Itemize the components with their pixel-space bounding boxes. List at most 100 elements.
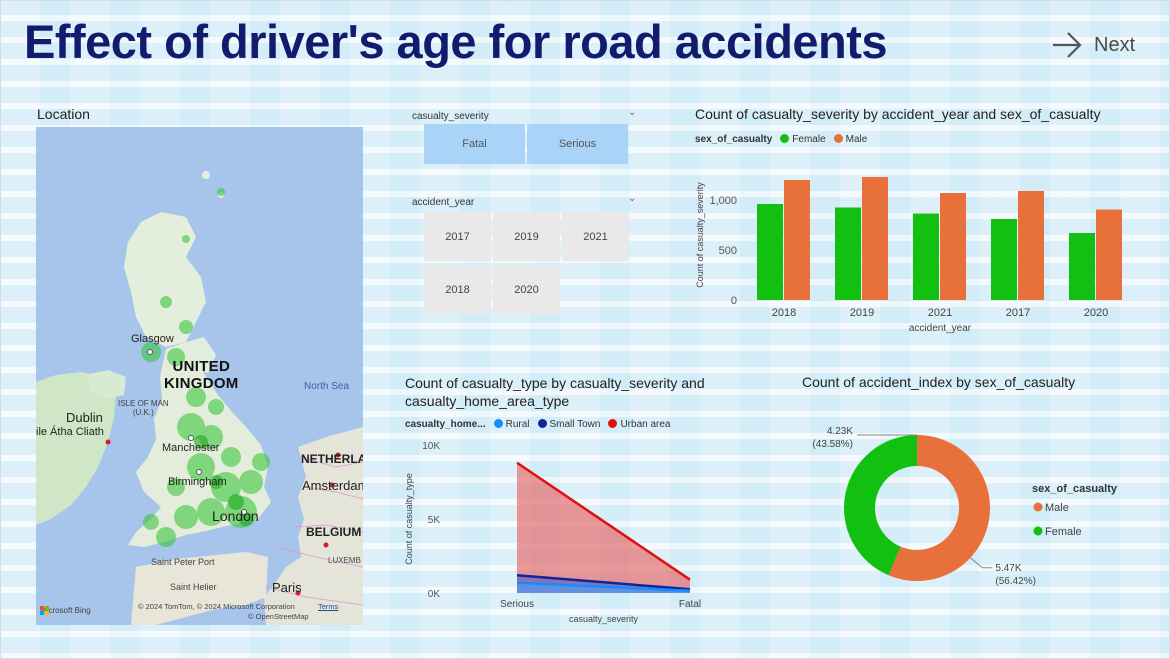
- slicer-year-header: accident_year: [412, 197, 475, 208]
- microsoft-logo-icon: [40, 606, 49, 615]
- donut-slice-female[interactable]: [843, 435, 917, 576]
- line-rural[interactable]: [516, 581, 691, 593]
- map-label-isle-of-man-line1: ISLE OF MAN: [118, 399, 169, 408]
- bar-legend-female-label: Female: [792, 134, 826, 145]
- area-legend-small-town-label: Small Town: [549, 419, 601, 430]
- bar-female-2019[interactable]: [835, 207, 861, 301]
- map-copyright: © 2024 TomTom, © 2024 Microsoft Corporat…: [138, 602, 295, 611]
- chevron-down-icon[interactable]: ⌄: [628, 193, 637, 204]
- area-urban-area[interactable]: [517, 462, 690, 593]
- x-tick-label: 2018: [772, 307, 796, 319]
- slicer-tile-2020[interactable]: 2020: [493, 265, 560, 314]
- slicer-tile-2017[interactable]: 2017: [424, 212, 491, 261]
- slicer-tile-fatal[interactable]: Fatal: [424, 124, 525, 164]
- bar-legend-item-female[interactable]: Female: [780, 134, 826, 145]
- x-tick-label: Fatal: [679, 599, 701, 610]
- bar-male-2017[interactable]: [1018, 191, 1044, 300]
- bar-male-2019[interactable]: [862, 177, 888, 300]
- line-urban-area[interactable]: [516, 461, 691, 581]
- area-legend-item-small-town[interactable]: Small Town: [537, 419, 601, 430]
- x-axis-label: casualty_severity: [569, 614, 639, 624]
- map-label: Location: [37, 106, 90, 122]
- bar-male-2020[interactable]: [1096, 209, 1122, 301]
- map-label-isle-of-man-line2: (U.K.): [132, 408, 154, 417]
- donut-legend-title: sex_of_casualty: [1032, 483, 1118, 495]
- map-label-baile: ile Átha Cliath: [36, 426, 104, 438]
- y-tick-label: 1,000: [709, 195, 737, 207]
- map-terms-link[interactable]: Terms: [318, 602, 339, 611]
- bar-chart-title: Count of casualty_severity by accident_y…: [695, 106, 1101, 122]
- map-label-uk-line2: KINGDOM: [164, 375, 239, 392]
- map-label-saint-peter-port: Saint Peter Port: [151, 557, 215, 567]
- map-label-luxembourg: LUXEMB: [328, 556, 361, 565]
- map-label-netherlands: NETHERLAN: [301, 452, 363, 466]
- bar-legend-male-label: Male: [845, 134, 868, 145]
- slicer-tile-2019[interactable]: 2019: [493, 212, 560, 261]
- y-tick-label: 10K: [422, 441, 440, 452]
- location-map[interactable]: Glasgow UNITED KINGDOM North Sea ISLE OF…: [36, 127, 363, 625]
- donut-slice-male[interactable]: [888, 435, 990, 581]
- bar-female-2018[interactable]: [757, 204, 783, 300]
- bar-female-2021[interactable]: [913, 213, 939, 301]
- donut-label-female-pct: (43.58%): [812, 439, 853, 450]
- area-legend-rural-label: Rural: [505, 419, 530, 430]
- legend-dot-icon: [1033, 526, 1043, 536]
- y-tick-label: 0: [731, 295, 737, 307]
- area-chart-title: Count of casualty_type by casualty_sever…: [405, 374, 705, 410]
- map-label-dublin: Dublin: [66, 410, 103, 425]
- donut-chart-title: Count of accident_index by sex_of_casual…: [802, 374, 1076, 390]
- map-label-north-sea: North Sea: [304, 381, 350, 392]
- area-legend-urban-label: Urban area: [620, 419, 671, 430]
- slicer-tile-2021[interactable]: 2021: [562, 212, 629, 261]
- map-label-uk-line1: UNITED: [172, 358, 231, 375]
- donut-legend-item-male[interactable]: Male: [1045, 502, 1069, 514]
- legend-dot-icon: [608, 419, 618, 428]
- map-label-london: London: [212, 508, 259, 524]
- map-label-isle-of-man: ISLE OF MAN (U.K.): [118, 399, 169, 417]
- x-tick-label: 2020: [1084, 307, 1108, 319]
- bing-logo: Microsoft Bing: [40, 606, 91, 615]
- x-axis-label: accident_year: [909, 323, 972, 334]
- bar-legend-item-male[interactable]: Male: [833, 134, 868, 145]
- chevron-down-icon[interactable]: ⌄: [628, 107, 637, 118]
- bing-label: Microsoft Bing: [40, 606, 91, 615]
- donut-chart: 5.47K (56.42%) 4.23K (43.58%) sex_of_casualt…: [812, 426, 1118, 587]
- legend-dot-icon: [780, 134, 790, 143]
- y-tick-label: 5K: [428, 515, 441, 526]
- legend-dot-icon: [493, 419, 503, 428]
- map-base: [36, 127, 363, 625]
- donut-leader-line: [970, 557, 993, 569]
- slicer-tile-serious[interactable]: Serious: [527, 124, 628, 164]
- next-button[interactable]: Next: [1050, 30, 1135, 60]
- map-label-glasgow: Glasgow: [131, 333, 174, 345]
- map-osm-credit: © OpenStreetMap: [248, 612, 309, 621]
- bar-male-2021[interactable]: [940, 193, 966, 300]
- donut-legend-item-female[interactable]: Female: [1045, 526, 1082, 538]
- y-axis-label: Count of casualty_severity: [695, 182, 705, 288]
- bar-male-2018[interactable]: [784, 180, 810, 300]
- bar-female-2017[interactable]: [991, 219, 1017, 300]
- y-tick-label: 0K: [428, 589, 441, 600]
- arrow-right-icon: [1053, 32, 1082, 58]
- x-tick-label: 2017: [1006, 307, 1030, 319]
- area-legend-item-urban[interactable]: Urban area: [608, 419, 670, 430]
- map-label-amsterdam: Amsterdam: [302, 478, 363, 493]
- next-label: Next: [1094, 33, 1136, 56]
- y-axis-label: Count of casualty_type: [404, 473, 414, 565]
- bar-chart: 0 500 1,000 2018 2019 2021 2017 2020 accident_ye…: [695, 177, 1135, 334]
- legend-dot-icon: [833, 134, 843, 143]
- x-tick-label: 2021: [928, 307, 952, 319]
- bar-female-2020[interactable]: [1069, 233, 1095, 300]
- map-label-belgium: BELGIUM: [306, 525, 362, 539]
- line-small-town[interactable]: [516, 573, 691, 591]
- map-label-manchester: Manchester: [162, 442, 220, 454]
- x-tick-label: Serious: [500, 599, 534, 610]
- slicer-tile-2018[interactable]: 2018: [424, 265, 491, 314]
- area-chart-title-line1: Count of casualty_type by casualty_sever…: [405, 375, 705, 391]
- donut-label-male-pct: (56.42%): [995, 576, 1036, 587]
- area-legend-item-rural[interactable]: Rural: [493, 419, 530, 430]
- area-chart-legend: casualty_home... Rural Small Town Urban …: [405, 419, 670, 430]
- donut-label-female-value: 4.23K: [827, 426, 853, 437]
- y-tick-label: 500: [719, 245, 737, 257]
- map-label-paris: Paris: [272, 580, 302, 595]
